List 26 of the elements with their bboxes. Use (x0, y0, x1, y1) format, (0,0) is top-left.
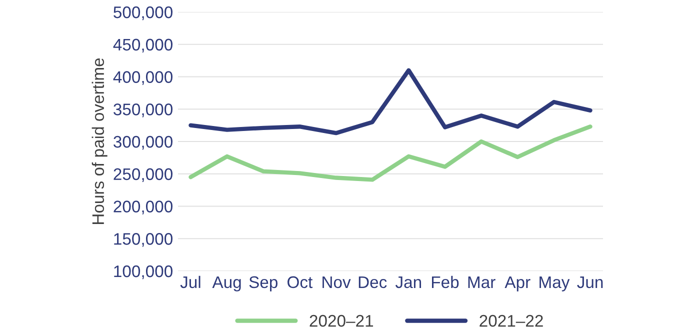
legend-label: 2021–22 (480, 314, 543, 327)
x-tick-label: Mar (468, 276, 496, 288)
x-tick-label: Jul (180, 276, 200, 288)
x-tick-label: Jun (577, 276, 603, 288)
x-tick-label: May (540, 276, 570, 292)
x-tick-label: Aug (212, 276, 241, 292)
x-tick-label: Feb (432, 276, 459, 288)
line-series (188, 68, 592, 136)
x-tick-label: Nov (322, 276, 351, 288)
y-tick-label: 400,000 (113, 71, 172, 85)
y-tick-label: 500,000 (114, 6, 172, 20)
x-tick-label: Jan (395, 276, 422, 288)
x-tick-label: Dec (358, 276, 387, 288)
y-axis-title: Hours of paid overtime (92, 58, 108, 224)
y-tick-label: 300,000 (114, 136, 172, 150)
x-tick-label: Oct (288, 276, 313, 288)
y-tick-label: 100,000 (114, 265, 172, 280)
x-tick-label: Sep (249, 276, 278, 292)
y-tick-label: 450,000 (113, 38, 172, 53)
legend-label: 2020–21 (310, 314, 374, 327)
y-tick-label: 200,000 (114, 200, 172, 214)
y-tick-label: 150,000 (114, 233, 172, 247)
y-tick-label: 250,000 (114, 168, 172, 182)
line-series (188, 124, 592, 182)
y-tick-label: 350,000 (114, 104, 172, 118)
x-tick-label: Apr (504, 276, 530, 292)
